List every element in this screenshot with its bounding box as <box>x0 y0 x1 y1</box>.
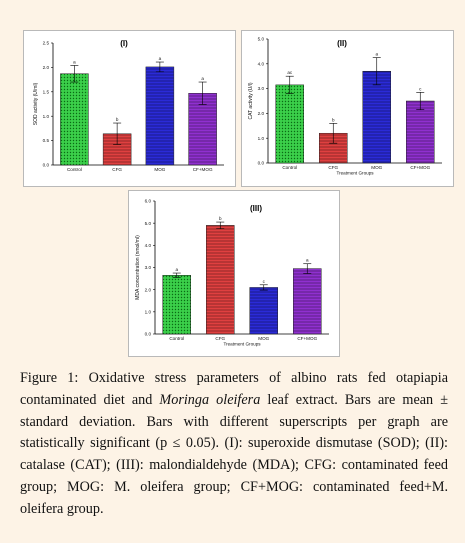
significance-superscript: c <box>419 86 422 91</box>
y-tick-label: 2.0 <box>43 65 50 70</box>
y-tick-label: 5.0 <box>145 221 152 226</box>
y-tick-label: 5.0 <box>258 37 265 42</box>
panel-label: (III) <box>250 204 262 213</box>
significance-superscript: a <box>201 76 204 81</box>
sod-bar-chart: 0.0 0.5 1.0 1.5 2.0 2.5 SOD activity (U/ml) (I)… <box>33 39 224 172</box>
significance-superscript: ac <box>287 70 293 75</box>
bar-mog <box>145 66 175 166</box>
x-tick-label: MOG <box>154 167 165 172</box>
bar-control <box>162 275 191 335</box>
y-tick-label: 2.5 <box>43 41 50 46</box>
bar-cf-mog <box>293 268 322 335</box>
x-tick-label: CF+MOG <box>410 165 430 170</box>
y-tick-label: 2.0 <box>258 111 265 116</box>
y-tick-label: 1.0 <box>145 309 152 314</box>
significance-superscript: b <box>219 216 222 221</box>
x-tick-label: CFG <box>215 336 225 341</box>
significance-superscript: c <box>263 279 266 284</box>
x-tick-label: MOG <box>258 336 269 341</box>
y-tick-label: 0.0 <box>145 332 152 337</box>
significance-superscript: a <box>375 52 378 57</box>
panel-label: (II) <box>337 39 347 48</box>
y-tick-label: 1.0 <box>258 136 265 141</box>
chart-panel-sod: 0.0 0.5 1.0 1.5 2.0 2.5 SOD activity (U/ml) (I)… <box>23 30 236 187</box>
chart-panel-mda: 0.0 1.0 2.0 3.0 4.0 5.0 6.0 MDA concentration (… <box>128 190 340 357</box>
y-tick-label: 1.0 <box>43 114 50 119</box>
x-axis-label: Treatment Groups <box>336 171 374 176</box>
y-tick-label: 0.5 <box>43 138 50 143</box>
significance-superscript: b <box>332 117 335 122</box>
bar-cf-mog <box>406 100 435 164</box>
x-tick-label: Control <box>169 336 184 341</box>
y-axis-label: SOD activity (U/ml) <box>33 82 39 125</box>
significance-superscript: a <box>159 56 162 61</box>
y-tick-label: 3.0 <box>258 86 265 91</box>
caption-species-name: Moringa oleifera <box>159 391 261 408</box>
bar-cfg <box>206 225 235 335</box>
y-axis-label: MDA concentration (nmol/ml) <box>135 235 141 300</box>
y-axis-label: CAT activity (U/l) <box>248 82 254 119</box>
y-tick-label: 4.0 <box>145 243 152 248</box>
y-tick-label: 6.0 <box>145 199 152 204</box>
significance-superscript: b <box>116 117 119 122</box>
cat-bar-chart: 0.0 1.0 2.0 3.0 4.0 5.0 CAT activity (U/l) (II)… <box>248 37 442 176</box>
caption-text-2: leaf extract. Bars are mean ± standard d… <box>20 391 448 517</box>
bar-control <box>275 84 304 164</box>
bar-control <box>60 73 89 166</box>
caption-text-1: Figure 1: Oxidative stress parameters of… <box>20 370 448 408</box>
x-tick-label: CFG <box>328 165 338 170</box>
chart-panel-cat: 0.0 1.0 2.0 3.0 4.0 5.0 CAT activity (U/l) (II)… <box>241 30 454 187</box>
mda-bar-chart: 0.0 1.0 2.0 3.0 4.0 5.0 6.0 MDA concentration (… <box>135 199 329 347</box>
x-tick-label: MOG <box>371 165 382 170</box>
y-tick-label: 4.0 <box>258 61 265 66</box>
bar-mog <box>362 70 391 164</box>
significance-superscript: a <box>73 59 76 64</box>
y-tick-label: 0.0 <box>258 161 265 166</box>
y-tick-label: 1.5 <box>43 89 50 94</box>
bar-cf-mog <box>188 93 217 166</box>
panel-label: (I) <box>120 39 128 48</box>
y-tick-label: 3.0 <box>145 265 152 270</box>
bar-mog <box>249 287 278 335</box>
significance-superscript: a <box>306 258 309 263</box>
x-tick-label: Control <box>282 165 297 170</box>
x-tick-label: CF+MOG <box>193 167 213 172</box>
y-tick-label: 0.0 <box>43 163 50 168</box>
x-tick-label: CF+MOG <box>297 336 317 341</box>
x-tick-label: Control <box>67 167 82 172</box>
y-tick-label: 2.0 <box>145 287 152 292</box>
x-axis-label: Treatment Groups <box>223 342 261 347</box>
x-tick-label: CFG <box>112 167 122 172</box>
significance-superscript: a <box>175 267 178 272</box>
figure-caption: Figure 1: Oxidative stress parameters of… <box>20 368 448 521</box>
